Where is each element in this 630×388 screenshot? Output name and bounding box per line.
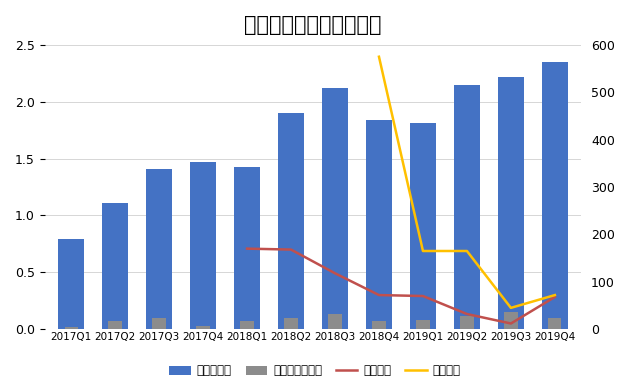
Title: 小米各季度营收净利走势: 小米各季度营收净利走势 bbox=[244, 15, 382, 35]
Bar bbox=[278, 113, 304, 329]
Bar bbox=[322, 88, 348, 329]
Bar bbox=[234, 166, 260, 329]
Bar bbox=[152, 318, 166, 329]
Bar bbox=[197, 326, 210, 329]
Line: 营收增速: 营收增速 bbox=[247, 249, 555, 324]
Bar bbox=[108, 321, 122, 329]
Bar bbox=[410, 123, 436, 329]
Bar bbox=[498, 77, 524, 329]
营收增速 bbox=[463, 312, 471, 316]
Bar bbox=[64, 327, 77, 329]
营收增速 bbox=[287, 247, 295, 252]
净利增速 bbox=[463, 249, 471, 253]
Bar bbox=[241, 321, 254, 329]
Bar bbox=[454, 85, 480, 329]
Bar bbox=[328, 314, 341, 329]
营收增速 bbox=[551, 294, 559, 299]
营收增速 bbox=[507, 321, 515, 326]
Bar bbox=[542, 62, 568, 329]
Line: 净利增速: 净利增速 bbox=[379, 57, 555, 308]
Bar bbox=[58, 239, 84, 329]
Bar bbox=[146, 169, 172, 329]
营收增速 bbox=[243, 246, 251, 251]
Bar bbox=[504, 312, 517, 329]
Bar bbox=[190, 162, 216, 329]
Bar bbox=[284, 318, 297, 329]
净利增速 bbox=[551, 293, 559, 297]
Bar bbox=[461, 315, 474, 329]
Bar bbox=[366, 120, 392, 329]
净利增速 bbox=[507, 305, 515, 310]
Legend: 营收（亿）, 调整净利（亿）, 营收增速, 净利增速: 营收（亿）, 调整净利（亿）, 营收增速, 净利增速 bbox=[164, 360, 466, 382]
营收增速 bbox=[375, 293, 383, 297]
Bar bbox=[102, 203, 129, 329]
净利增速 bbox=[419, 249, 427, 253]
Bar bbox=[416, 320, 430, 329]
净利增速 bbox=[375, 54, 383, 59]
营收增速 bbox=[419, 294, 427, 298]
营收增速 bbox=[331, 271, 339, 275]
Bar bbox=[372, 321, 386, 329]
Bar bbox=[548, 318, 561, 329]
